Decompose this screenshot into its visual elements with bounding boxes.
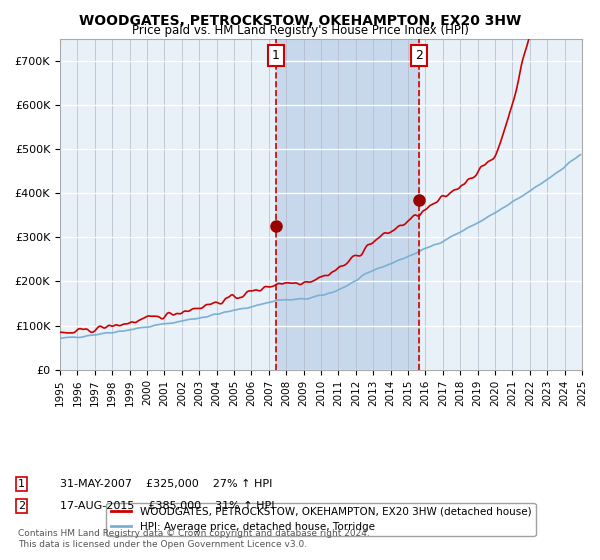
- Text: 17-AUG-2015    £385,000    31% ↑ HPI: 17-AUG-2015 £385,000 31% ↑ HPI: [60, 501, 275, 511]
- Text: Contains HM Land Registry data © Crown copyright and database right 2024.
This d: Contains HM Land Registry data © Crown c…: [18, 529, 370, 549]
- Text: WOODGATES, PETROCKSTOW, OKEHAMPTON, EX20 3HW: WOODGATES, PETROCKSTOW, OKEHAMPTON, EX20…: [79, 14, 521, 28]
- Bar: [276, 39, 419, 370]
- Text: 1: 1: [272, 49, 280, 62]
- Text: 1: 1: [18, 479, 25, 489]
- Text: Price paid vs. HM Land Registry's House Price Index (HPI): Price paid vs. HM Land Registry's House …: [131, 24, 469, 36]
- Text: 2: 2: [18, 501, 25, 511]
- Text: 31-MAY-2007    £325,000    27% ↑ HPI: 31-MAY-2007 £325,000 27% ↑ HPI: [60, 479, 272, 489]
- Text: 2: 2: [415, 49, 423, 62]
- Legend: WOODGATES, PETROCKSTOW, OKEHAMPTON, EX20 3HW (detached house), HPI: Average pric: WOODGATES, PETROCKSTOW, OKEHAMPTON, EX20…: [106, 503, 536, 536]
